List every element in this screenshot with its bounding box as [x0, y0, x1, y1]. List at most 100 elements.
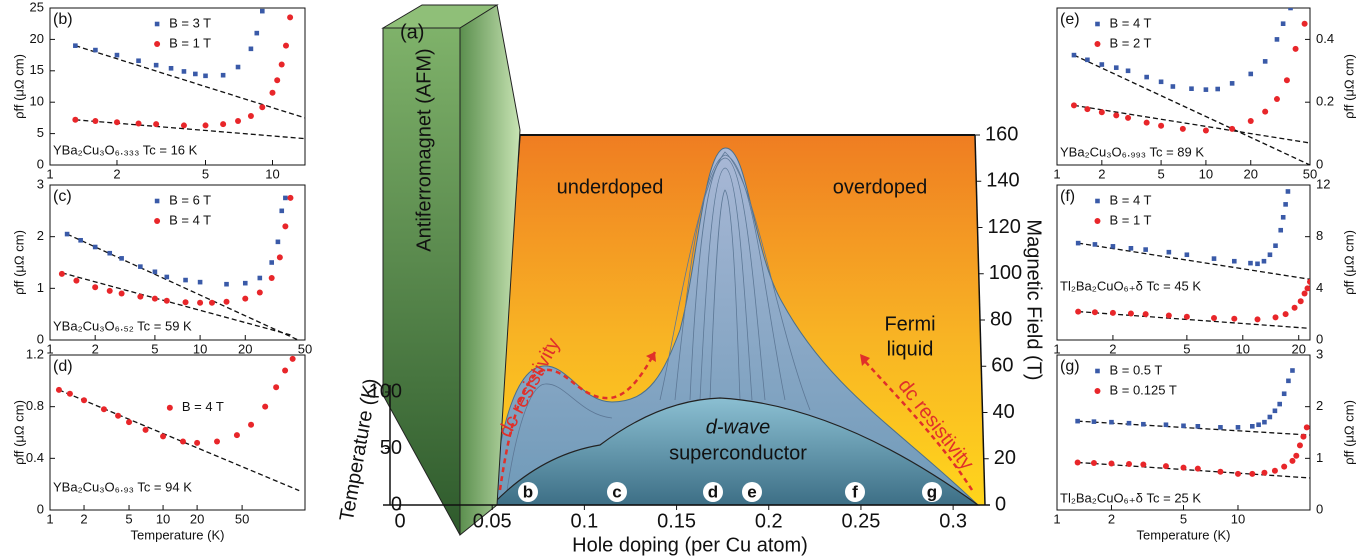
marker	[1144, 75, 1149, 80]
y2-tick-label: 160	[985, 123, 1018, 145]
marker	[1212, 256, 1217, 261]
marker	[276, 240, 281, 245]
marker	[1166, 312, 1172, 318]
x-tick-label: 20	[190, 511, 204, 526]
y2-tick-label: 120	[988, 216, 1021, 238]
marker	[1195, 466, 1201, 472]
marker	[115, 53, 120, 58]
marker	[1164, 422, 1169, 427]
marker	[279, 209, 284, 214]
marker	[107, 288, 113, 294]
marker	[1204, 87, 1209, 92]
marker	[1196, 424, 1201, 429]
y-tick-label: 12	[1316, 176, 1330, 191]
marker	[1268, 252, 1273, 257]
sample-label: Tl₂Ba₂CuO₆₊δ Tc = 45 K	[1060, 279, 1201, 294]
region-label: liquid	[887, 338, 934, 360]
plot-frame	[1057, 185, 1310, 340]
y-tick-label: 50	[380, 437, 402, 459]
marker	[1274, 96, 1280, 102]
afm-label: Antiferromagnet (AFM)	[413, 48, 435, 251]
x-tick-label: 20	[1291, 341, 1305, 356]
marker	[1293, 453, 1299, 459]
marker	[1109, 420, 1114, 425]
marker	[1126, 461, 1132, 467]
marker	[154, 63, 159, 68]
y2-tick-label: 60	[991, 355, 1013, 377]
marker	[1293, 46, 1299, 52]
marker	[73, 278, 79, 284]
marker	[1100, 62, 1105, 67]
marker	[152, 296, 158, 302]
marker	[1275, 37, 1280, 42]
marker	[1217, 469, 1223, 475]
region-label: underdoped	[557, 176, 664, 198]
marker	[78, 238, 83, 243]
marker	[119, 256, 124, 261]
marker	[1305, 285, 1311, 291]
y-tick-label: 8	[1316, 228, 1323, 243]
marker	[1290, 368, 1295, 373]
marker	[243, 281, 248, 286]
marker	[1256, 422, 1261, 427]
marker	[92, 284, 98, 290]
marker	[1286, 379, 1291, 384]
marker	[235, 118, 241, 124]
fit-line	[75, 46, 305, 118]
x-tick-label: 0.25	[841, 510, 880, 532]
marker	[1231, 316, 1237, 322]
plot-frame	[1057, 8, 1310, 165]
y-tick-label: 1	[1316, 450, 1323, 465]
marker	[1092, 419, 1097, 424]
marker	[287, 195, 293, 201]
marker	[1085, 58, 1090, 63]
marker	[290, 356, 296, 362]
legend-label: B = 1 T	[1109, 212, 1151, 227]
marker	[65, 232, 70, 237]
y-tick-label: 10	[30, 94, 44, 109]
fit-line	[75, 120, 305, 139]
marker	[262, 404, 268, 410]
x-axis-label: Hole doping (per Cu atom)	[572, 534, 808, 556]
marker	[283, 43, 289, 49]
y-tick-label: 1.2	[26, 346, 44, 361]
marker	[1180, 126, 1186, 132]
marker	[1235, 471, 1241, 477]
page: (a) Antiferromagnet (AFM) underdoped ove…	[0, 0, 1369, 559]
marker	[182, 69, 187, 74]
y2-tick-label: 0	[995, 493, 1006, 515]
marker	[1292, 305, 1298, 311]
marker	[1262, 259, 1267, 264]
marker	[114, 119, 120, 125]
marker	[1286, 189, 1291, 194]
marker	[221, 73, 226, 78]
marker	[1128, 311, 1134, 317]
marker	[181, 122, 187, 128]
marker	[1075, 459, 1081, 465]
marker	[1184, 314, 1190, 320]
region-label: Fermi	[884, 313, 935, 335]
marker	[1304, 424, 1310, 430]
marker	[277, 254, 283, 260]
figure: (a) Antiferromagnet (AFM) underdoped ove…	[0, 0, 1369, 559]
x-tick-label: 10	[1199, 166, 1213, 181]
y-tick-label: 3	[1316, 346, 1323, 361]
marker	[1297, 442, 1303, 448]
marker	[274, 77, 280, 83]
marker	[1236, 425, 1241, 430]
marker	[1298, 298, 1304, 304]
marker	[138, 264, 143, 269]
y-tick-label: 0	[1316, 156, 1323, 171]
sample-label: YBa₂Cu₃O₆.₃₃₃ Tc = 16 K	[53, 142, 198, 157]
plot-frame	[50, 8, 305, 165]
marker	[153, 121, 159, 127]
legend-label: B = 4 T	[169, 212, 211, 227]
marker	[287, 14, 293, 20]
marker	[236, 65, 241, 70]
marker	[1273, 409, 1278, 414]
sample-marker-label: b	[523, 482, 533, 501]
marker	[93, 48, 98, 53]
x-tick-label: 10	[265, 166, 279, 181]
marker	[1075, 309, 1081, 315]
x-tick-label: 10	[193, 341, 207, 356]
